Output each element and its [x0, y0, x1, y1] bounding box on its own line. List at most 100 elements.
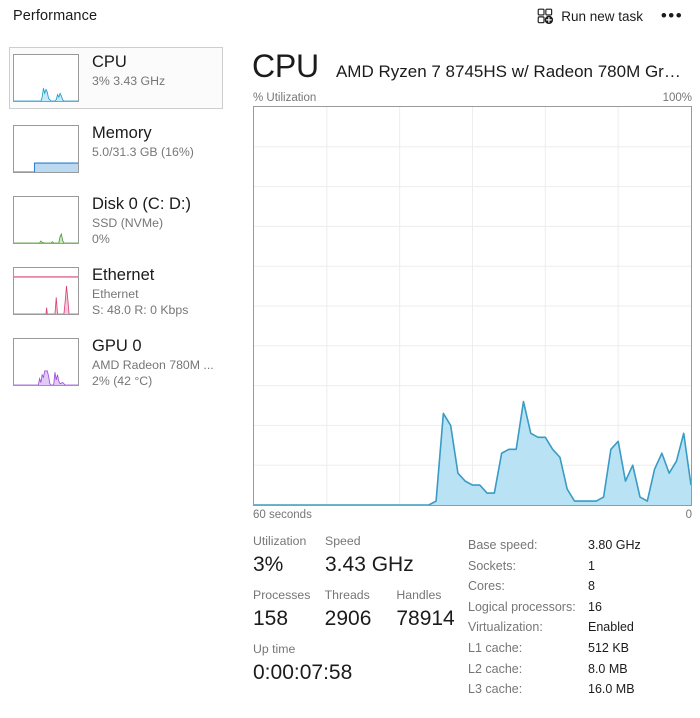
gpu0-mini-graph — [13, 338, 79, 386]
stat-value: 3% — [253, 553, 284, 576]
chart-gridlines — [254, 107, 691, 505]
sidebar-item-label: CPU — [92, 53, 127, 71]
info-value: Enabled — [588, 620, 634, 635]
run-new-task-label: Run new task — [561, 8, 643, 24]
memory-mini-graph — [13, 125, 79, 173]
sidebar-item-cpu-text: CPU 3% 3.43 GHz — [92, 51, 165, 89]
sidebar-item-memory-text: Memory 5.0/31.3 GB (16%) — [92, 122, 194, 160]
sidebar-item-sub1: 5.0/31.3 GB (16%) — [92, 145, 194, 159]
info-key: L1 cache: — [468, 640, 523, 655]
info-key: L2 cache: — [468, 661, 523, 676]
sidebar-item-gpu0-text: GPU 0 AMD Radeon 780M ... 2% (42 °C) — [92, 335, 214, 389]
sidebar-item-disk0-text: Disk 0 (C: D:) SSD (NVMe) 0% — [92, 193, 191, 247]
sidebar-item-label: Ethernet — [92, 266, 155, 284]
ethernet-mini-graph — [13, 267, 79, 315]
stat-value: 78914 — [396, 607, 455, 630]
cpu-chart-svg — [254, 107, 691, 505]
stats-system-info: Base speed: 3.80 GHz Sockets: 1 Cores: 8… — [468, 533, 692, 700]
info-value: 1 — [588, 558, 595, 573]
stat-handles: Handles 78914 — [396, 587, 468, 633]
sidebar-item-label: Memory — [92, 124, 152, 142]
stats-row-3: Up time 0:00:07:58 — [253, 641, 468, 687]
performance-sidebar: CPU 3% 3.43 GHz Memory 5.0/31.3 GB (16%) — [0, 38, 232, 718]
detail-header: CPU AMD Ryzen 7 8745HS w/ Radeon 780M Gr… — [240, 38, 700, 89]
stat-label: Threads — [324, 588, 370, 602]
chart-time-right: 0 — [685, 509, 692, 521]
stat-value: 158 — [253, 607, 289, 630]
info-row-l1-cache: L1 cache: 512 KB — [468, 638, 692, 659]
sidebar-item-sub2: 2% (42 °C) — [92, 374, 153, 388]
stat-value: 3.43 GHz — [325, 553, 414, 576]
stats-primary: Utilization 3% Speed 3.43 GHz Processes … — [253, 533, 468, 700]
sidebar-item-sub2: 0% — [92, 232, 110, 246]
info-key: L3 cache: — [468, 682, 523, 697]
sidebar-item-ethernet[interactable]: Ethernet Ethernet S: 48.0 R: 0 Kbps — [9, 260, 223, 322]
info-value: 3.80 GHz — [588, 538, 641, 552]
stat-label: Utilization — [253, 534, 307, 548]
sidebar-item-label: GPU 0 — [92, 337, 142, 355]
info-key: Base speed: — [468, 538, 538, 552]
page-title: Performance — [13, 8, 98, 24]
sidebar-item-cpu[interactable]: CPU 3% 3.43 GHz — [9, 47, 223, 109]
info-value: 8 — [588, 579, 595, 594]
stat-threads: Threads 2906 — [325, 587, 397, 633]
detail-model-name: AMD Ryzen 7 8745HS w/ Radeon 780M Grap..… — [335, 62, 686, 81]
sidebar-item-sub1: Ethernet — [92, 287, 139, 301]
cpu-utilization-chart[interactable] — [253, 106, 692, 506]
sidebar-item-sub1: AMD Radeon 780M ... — [92, 358, 214, 372]
more-options-icon: ••• — [660, 6, 684, 25]
stat-label: Up time — [253, 642, 296, 656]
stat-label: Processes — [253, 588, 311, 602]
info-value: 16.0 MB — [588, 682, 635, 697]
stats-row-2: Processes 158 Threads 2906 Handles 78914 — [253, 587, 468, 633]
sidebar-item-sub2: S: 48.0 R: 0 Kbps — [92, 303, 189, 317]
chart-y-axis-label: % Utilization — [253, 92, 317, 104]
titlebar-actions: Run new task ••• — [528, 0, 700, 32]
new-task-icon — [537, 8, 554, 25]
stat-utilization: Utilization 3% — [253, 533, 325, 579]
sidebar-item-gpu0[interactable]: GPU 0 AMD Radeon 780M ... 2% (42 °C) — [9, 331, 223, 393]
stats-area: Utilization 3% Speed 3.43 GHz Processes … — [240, 521, 700, 700]
stat-value: 0:00:07:58 — [253, 661, 353, 684]
disk0-mini-graph — [13, 196, 79, 244]
cpu-mini-graph — [13, 54, 79, 102]
run-new-task-button[interactable]: Run new task — [528, 4, 652, 29]
info-key: Virtualization: — [468, 620, 543, 635]
info-row-virtualization: Virtualization: Enabled — [468, 617, 692, 638]
info-value: 16 — [588, 599, 602, 614]
info-row-cores: Cores: 8 — [468, 576, 692, 597]
stat-processes: Processes 158 — [253, 587, 325, 633]
stats-row-1: Utilization 3% Speed 3.43 GHz — [253, 533, 468, 579]
detail-heading: CPU — [252, 48, 319, 84]
sidebar-item-label: Disk 0 (C: D:) — [92, 195, 191, 213]
info-row-l2-cache: L2 cache: 8.0 MB — [468, 659, 692, 680]
sidebar-item-sub1: SSD (NVMe) — [92, 216, 164, 230]
sidebar-item-disk0[interactable]: Disk 0 (C: D:) SSD (NVMe) 0% — [9, 189, 223, 251]
info-row-logical-processors: Logical processors: 16 — [468, 597, 692, 618]
chart-time-axis: 60 seconds 0 — [240, 506, 700, 521]
stat-uptime: Up time 0:00:07:58 — [253, 641, 352, 687]
sidebar-item-sub1: 3% 3.43 GHz — [92, 74, 166, 88]
stat-value: 2906 — [324, 607, 372, 630]
info-row-sockets: Sockets: 1 — [468, 556, 692, 577]
titlebar: Performance Run new task ••• — [0, 0, 700, 32]
chart-y-axis-max: 100% — [662, 92, 692, 104]
info-key: Logical processors: — [468, 599, 576, 614]
chart-axis-header: % Utilization 100% — [240, 89, 700, 106]
chart-time-left: 60 seconds — [253, 509, 312, 521]
stat-label: Handles — [396, 588, 442, 602]
chart-line — [254, 402, 691, 505]
info-key: Cores: — [468, 579, 505, 594]
info-value: 512 KB — [588, 640, 630, 655]
performance-detail-panel: CPU AMD Ryzen 7 8745HS w/ Radeon 780M Gr… — [240, 38, 700, 718]
info-row-l3-cache: L3 cache: 16.0 MB — [468, 679, 692, 700]
stat-label: Speed — [325, 534, 361, 548]
info-value: 8.0 MB — [588, 661, 628, 676]
more-options-button[interactable]: ••• — [652, 1, 692, 31]
info-key: Sockets: — [468, 558, 516, 573]
stat-speed: Speed 3.43 GHz — [325, 533, 414, 579]
sidebar-item-ethernet-text: Ethernet Ethernet S: 48.0 R: 0 Kbps — [92, 264, 188, 318]
info-row-base-speed: Base speed: 3.80 GHz — [468, 535, 692, 556]
sidebar-item-memory[interactable]: Memory 5.0/31.3 GB (16%) — [9, 118, 223, 180]
